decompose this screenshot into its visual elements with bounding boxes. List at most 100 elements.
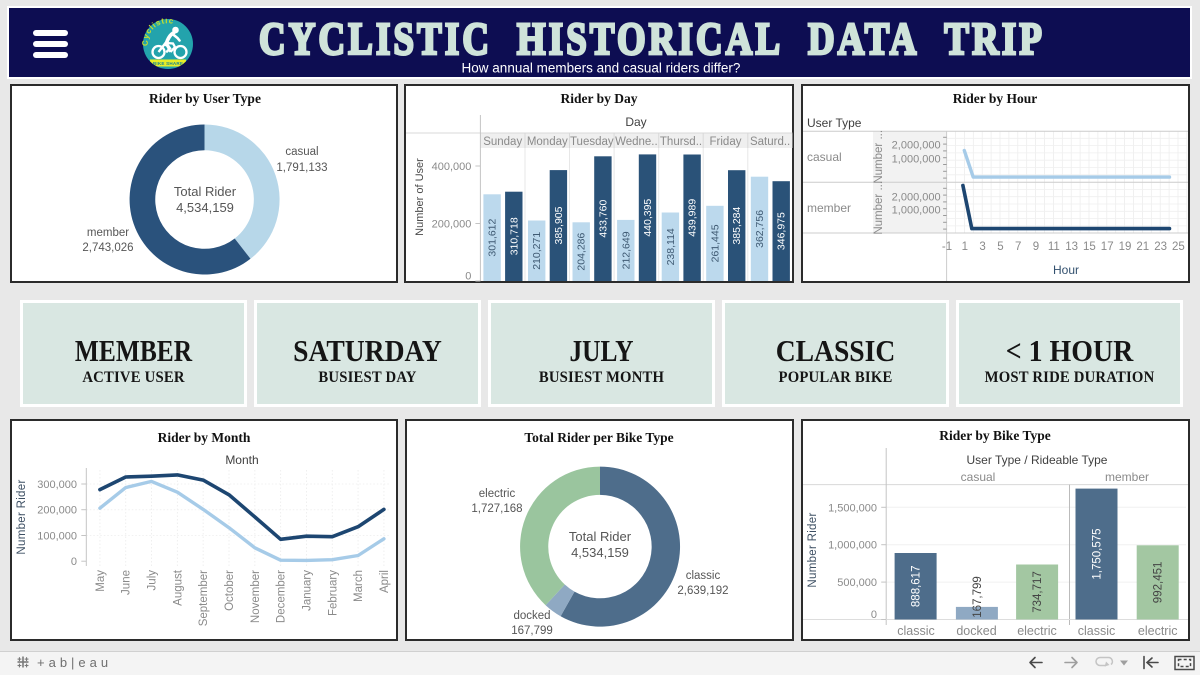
svg-text:4,534,159: 4,534,159: [176, 200, 234, 215]
svg-text:439,989: 439,989: [687, 199, 699, 237]
svg-text:User Type: User Type: [807, 116, 862, 130]
svg-text:February: February: [327, 570, 339, 616]
svg-text:casual: casual: [807, 150, 842, 164]
svg-text:casual: casual: [961, 470, 996, 484]
svg-text:August: August: [172, 569, 184, 606]
svg-text:301,612: 301,612: [487, 218, 499, 256]
svg-text:Number ...: Number ...: [873, 181, 885, 235]
svg-text:19: 19: [1119, 241, 1132, 253]
svg-text:classic: classic: [1078, 624, 1116, 638]
svg-text:Tuesday: Tuesday: [570, 136, 614, 148]
svg-text:0: 0: [71, 556, 77, 568]
svg-text:Sunday: Sunday: [483, 136, 522, 148]
svg-text:Number of User: Number of User: [414, 158, 426, 236]
svg-text:440,395: 440,395: [642, 199, 654, 237]
svg-text:Total Rider: Total Rider: [174, 184, 237, 199]
svg-text:-1: -1: [942, 241, 952, 253]
svg-text:167,799: 167,799: [972, 576, 984, 618]
svg-text:1,791,133: 1,791,133: [276, 162, 327, 174]
svg-text:23: 23: [1154, 241, 1167, 253]
svg-text:734,717: 734,717: [1032, 571, 1044, 613]
svg-text:July: July: [147, 570, 159, 591]
svg-text:Rider by Day: Rider by Day: [560, 91, 637, 106]
svg-text:200,000: 200,000: [37, 505, 77, 517]
svg-text:Rider by Month: Rider by Month: [158, 430, 251, 445]
svg-text:2,000,000: 2,000,000: [892, 191, 941, 203]
svg-text:210,271: 210,271: [531, 232, 543, 270]
svg-text:classic: classic: [897, 624, 935, 638]
svg-text:CYCLISTIC HISTORICAL DATA T: CYCLISTIC HISTORICAL DATA TRIP: [259, 13, 1045, 64]
svg-text:casual: casual: [285, 146, 318, 158]
svg-text:October: October: [224, 570, 236, 611]
svg-text:212,649: 212,649: [620, 231, 632, 269]
svg-text:346,975: 346,975: [776, 212, 788, 250]
svg-text:Rider by Hour: Rider by Hour: [953, 91, 1038, 106]
svg-text:classic: classic: [686, 570, 721, 582]
svg-text:Friday: Friday: [710, 136, 742, 148]
svg-text:member: member: [807, 201, 851, 215]
svg-text:204,286: 204,286: [576, 232, 588, 270]
svg-text:Thursd..: Thursd..: [660, 136, 702, 148]
svg-text:Month: Month: [225, 453, 258, 467]
svg-text:Saturd..: Saturd..: [750, 136, 790, 148]
svg-text:2,639,192: 2,639,192: [677, 585, 728, 597]
svg-text:electric: electric: [1017, 624, 1057, 638]
svg-text:Total Rider per Bike Type: Total Rider per Bike Type: [524, 430, 673, 445]
svg-text:1: 1: [962, 241, 968, 253]
svg-text:3: 3: [979, 241, 985, 253]
svg-text:433,760: 433,760: [597, 199, 609, 237]
svg-text:June: June: [121, 570, 133, 595]
svg-text:0: 0: [465, 271, 471, 283]
svg-text:1,000,000: 1,000,000: [892, 205, 941, 217]
svg-text:April: April: [379, 570, 391, 593]
svg-text:Number Rider: Number Rider: [16, 479, 28, 554]
svg-text:Day: Day: [625, 115, 646, 129]
svg-text:Wedne..: Wedne..: [615, 136, 658, 148]
svg-text:Hour: Hour: [1053, 263, 1079, 277]
svg-text:400,000: 400,000: [432, 161, 472, 173]
svg-text:+ab|eau: +ab|eau: [37, 655, 112, 670]
svg-text:electric: electric: [1138, 624, 1178, 638]
svg-text:1,727,168: 1,727,168: [471, 503, 522, 515]
svg-text:electric: electric: [479, 488, 516, 500]
svg-text:Total Rider: Total Rider: [569, 529, 632, 544]
svg-text:Rider by Bike Type: Rider by Bike Type: [939, 428, 1050, 443]
svg-text:May: May: [95, 570, 107, 592]
svg-text:310,718: 310,718: [508, 217, 520, 255]
svg-text:13: 13: [1065, 241, 1078, 253]
svg-text:9: 9: [1033, 241, 1039, 253]
svg-text:17: 17: [1101, 241, 1114, 253]
svg-text:docked: docked: [513, 610, 550, 622]
svg-text:15: 15: [1083, 241, 1096, 253]
svg-text:December: December: [276, 570, 288, 623]
svg-text:January: January: [302, 570, 314, 611]
svg-text:1,750,575: 1,750,575: [1092, 528, 1104, 579]
svg-text:992,451: 992,451: [1153, 562, 1165, 604]
svg-text:1,500,000: 1,500,000: [828, 502, 877, 514]
svg-text:member: member: [87, 227, 129, 239]
svg-text:4,534,159: 4,534,159: [571, 545, 629, 560]
svg-text:BIKE SHARE: BIKE SHARE: [153, 61, 183, 66]
svg-text:261,445: 261,445: [710, 224, 722, 262]
svg-text:2,000,000: 2,000,000: [892, 140, 941, 152]
svg-text:1,000,000: 1,000,000: [892, 154, 941, 166]
svg-text:5: 5: [997, 241, 1003, 253]
svg-text:1,000,000: 1,000,000: [828, 540, 877, 552]
svg-text:385,284: 385,284: [731, 206, 743, 244]
svg-text:September: September: [198, 570, 210, 626]
svg-text:docked: docked: [956, 624, 996, 638]
svg-text:500,000: 500,000: [837, 577, 877, 589]
svg-text:200,000: 200,000: [432, 219, 472, 231]
svg-text:November: November: [250, 570, 262, 623]
svg-text:member: member: [1105, 470, 1149, 484]
svg-text:21: 21: [1136, 241, 1149, 253]
svg-text:7: 7: [1015, 241, 1021, 253]
svg-text:Monday: Monday: [527, 136, 568, 148]
svg-text:Number ...: Number ...: [873, 130, 885, 184]
svg-text:238,114: 238,114: [665, 228, 677, 265]
svg-text:How annual members and casual: How annual members and casual riders dif…: [462, 61, 741, 76]
svg-text:User Type / Rideable Type: User Type / Rideable Type: [967, 453, 1108, 467]
svg-text:25: 25: [1172, 241, 1185, 253]
svg-text:Rider by User Type: Rider by User Type: [149, 91, 261, 106]
svg-text:167,799: 167,799: [511, 625, 553, 637]
